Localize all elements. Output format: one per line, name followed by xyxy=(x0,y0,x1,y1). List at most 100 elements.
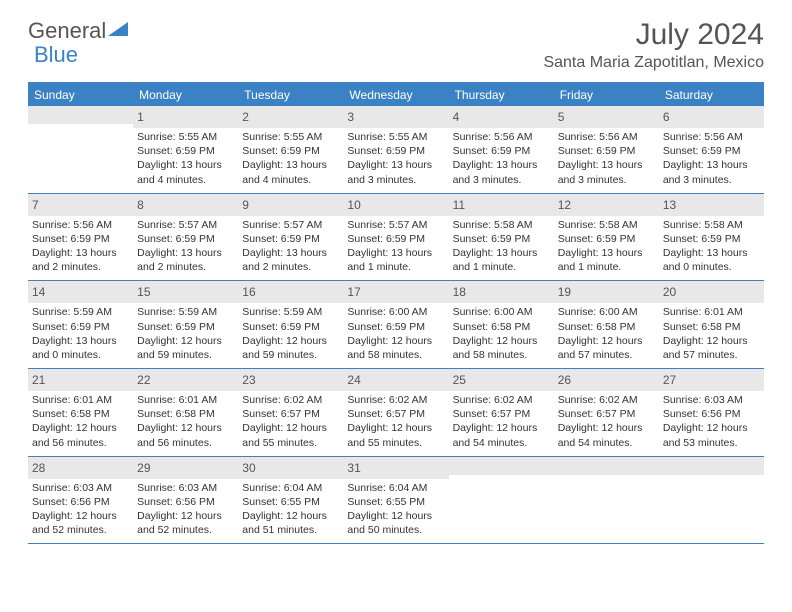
day-number: 11 xyxy=(453,198,465,212)
day-text: Sunrise: 5:57 AMSunset: 6:59 PMDaylight:… xyxy=(242,218,339,275)
day-cell: 7 Sunrise: 5:56 AMSunset: 6:59 PMDaylight… xyxy=(28,194,133,281)
day-number: 4 xyxy=(453,110,460,124)
daynum-row: 25 xyxy=(449,369,554,391)
day-cell: 5 Sunrise: 5:56 AMSunset: 6:59 PMDaylight… xyxy=(554,106,659,193)
daynum-row: 13 xyxy=(659,194,764,216)
daynum-row: 15 xyxy=(133,281,238,303)
daynum-row: 2 xyxy=(238,106,343,128)
week-row: 21Sunrise: 6:01 AMSunset: 6:58 PMDayligh… xyxy=(28,369,764,457)
day-text: Sunrise: 5:55 AMSunset: 6:59 PMDaylight:… xyxy=(347,130,444,187)
day-cell xyxy=(28,106,133,193)
day-cell: 13Sunrise: 5:58 AMSunset: 6:59 PMDayligh… xyxy=(659,194,764,281)
day-cell: 28Sunrise: 6:03 AMSunset: 6:56 PMDayligh… xyxy=(28,457,133,544)
logo-text-2-wrap: Blue xyxy=(34,42,78,68)
daynum-row: 20 xyxy=(659,281,764,303)
daynum-row: 6 xyxy=(659,106,764,128)
daynum-row: 11 xyxy=(449,194,554,216)
day-number: 16 xyxy=(242,285,255,299)
daynum-row xyxy=(449,457,554,475)
day-cell: 22Sunrise: 6:01 AMSunset: 6:58 PMDayligh… xyxy=(133,369,238,456)
day-text: Sunrise: 6:03 AMSunset: 6:56 PMDaylight:… xyxy=(137,481,234,538)
day-number: 10 xyxy=(347,198,360,212)
dow-tue: Tuesday xyxy=(238,84,343,106)
day-cell: 15Sunrise: 5:59 AMSunset: 6:59 PMDayligh… xyxy=(133,281,238,368)
day-text: Sunrise: 6:02 AMSunset: 6:57 PMDaylight:… xyxy=(453,393,550,450)
day-number: 12 xyxy=(558,198,571,212)
day-number: 1 xyxy=(137,110,144,124)
day-text: Sunrise: 6:01 AMSunset: 6:58 PMDaylight:… xyxy=(663,305,760,362)
day-text: Sunrise: 6:01 AMSunset: 6:58 PMDaylight:… xyxy=(32,393,129,450)
day-cell: 20 Sunrise: 6:01 AMSunset: 6:58 PMDayligh… xyxy=(659,281,764,368)
daynum-row: 31 xyxy=(343,457,448,479)
daynum-row: 12 xyxy=(554,194,659,216)
daynum-row: 28 xyxy=(28,457,133,479)
dow-sun: Sunday xyxy=(28,84,133,106)
daynum-row: 22 xyxy=(133,369,238,391)
daynum-row: 19 xyxy=(554,281,659,303)
day-text: Sunrise: 5:57 AMSunset: 6:59 PMDaylight:… xyxy=(347,218,444,275)
day-cell: 14Sunrise: 5:59 AMSunset: 6:59 PMDayligh… xyxy=(28,281,133,368)
daynum-row: 5 xyxy=(554,106,659,128)
daynum-row: 1 xyxy=(133,106,238,128)
day-cell: 4 Sunrise: 5:56 AMSunset: 6:59 PMDaylight… xyxy=(449,106,554,193)
day-text: Sunrise: 6:00 AMSunset: 6:59 PMDaylight:… xyxy=(347,305,444,362)
day-text: Sunrise: 5:58 AMSunset: 6:59 PMDaylight:… xyxy=(558,218,655,275)
daynum-row: 4 xyxy=(449,106,554,128)
day-number: 3 xyxy=(347,110,354,124)
day-text: Sunrise: 5:59 AMSunset: 6:59 PMDaylight:… xyxy=(242,305,339,362)
day-text: Sunrise: 6:00 AMSunset: 6:58 PMDaylight:… xyxy=(558,305,655,362)
dow-fri: Friday xyxy=(554,84,659,106)
day-text: Sunrise: 6:04 AMSunset: 6:55 PMDaylight:… xyxy=(242,481,339,538)
daynum-row: 8 xyxy=(133,194,238,216)
dow-row: Sunday Monday Tuesday Wednesday Thursday… xyxy=(28,84,764,106)
day-number: 7 xyxy=(32,198,39,212)
day-number: 23 xyxy=(242,373,255,387)
day-number: 18 xyxy=(453,285,466,299)
daynum-row: 21 xyxy=(28,369,133,391)
day-number: 19 xyxy=(558,285,571,299)
day-number: 2 xyxy=(242,110,249,124)
day-cell: 27Sunrise: 6:03 AMSunset: 6:56 PMDayligh… xyxy=(659,369,764,456)
day-text: Sunrise: 6:03 AMSunset: 6:56 PMDaylight:… xyxy=(32,481,129,538)
day-cell: 29 Sunrise: 6:03 AMSunset: 6:56 PMDayligh… xyxy=(133,457,238,544)
day-text: Sunrise: 5:55 AMSunset: 6:59 PMDaylight:… xyxy=(137,130,234,187)
day-cell xyxy=(659,457,764,544)
day-cell: 31 Sunrise: 6:04 AMSunset: 6:55 PMDayligh… xyxy=(343,457,448,544)
day-cell: 9Sunrise: 5:57 AMSunset: 6:59 PMDaylight… xyxy=(238,194,343,281)
daynum-row: 16 xyxy=(238,281,343,303)
day-number: 25 xyxy=(453,373,466,387)
dow-wed: Wednesday xyxy=(343,84,448,106)
day-number: 26 xyxy=(558,373,571,387)
day-cell: 2 Sunrise: 5:55 AMSunset: 6:59 PMDaylight… xyxy=(238,106,343,193)
daynum-row: 18 xyxy=(449,281,554,303)
day-text: Sunrise: 5:55 AMSunset: 6:59 PMDaylight:… xyxy=(242,130,339,187)
day-number: 24 xyxy=(347,373,360,387)
title-block: July 2024 Santa Maria Zapotitlan, Mexico xyxy=(543,18,764,72)
day-number: 6 xyxy=(663,110,670,124)
day-cell xyxy=(554,457,659,544)
day-number: 20 xyxy=(663,285,676,299)
day-text: Sunrise: 5:56 AMSunset: 6:59 PMDaylight:… xyxy=(32,218,129,275)
day-cell: 11 Sunrise: 5:58 AMSunset: 6:59 PMDayligh… xyxy=(449,194,554,281)
day-text: Sunrise: 5:56 AMSunset: 6:59 PMDaylight:… xyxy=(453,130,550,187)
day-text: Sunrise: 5:56 AMSunset: 6:59 PMDaylight:… xyxy=(558,130,655,187)
day-number: 29 xyxy=(137,461,150,475)
day-text: Sunrise: 6:02 AMSunset: 6:57 PMDaylight:… xyxy=(242,393,339,450)
day-cell: 17Sunrise: 6:00 AMSunset: 6:59 PMDayligh… xyxy=(343,281,448,368)
daynum-row: 14 xyxy=(28,281,133,303)
day-number: 31 xyxy=(347,461,360,475)
day-cell: 8Sunrise: 5:57 AMSunset: 6:59 PMDaylight… xyxy=(133,194,238,281)
daynum-row: 9 xyxy=(238,194,343,216)
day-text: Sunrise: 5:58 AMSunset: 6:59 PMDaylight:… xyxy=(453,218,550,275)
day-number: 5 xyxy=(558,110,565,124)
logo-text-1: General xyxy=(28,18,106,44)
day-cell: 19 Sunrise: 6:00 AMSunset: 6:58 PMDayligh… xyxy=(554,281,659,368)
week-row: 14 Sunrise: 5:59 AMSunset: 6:59 PMDayligh… xyxy=(28,281,764,369)
day-number: 15 xyxy=(137,285,150,299)
day-text: Sunrise: 6:00 AMSunset: 6:58 PMDaylight:… xyxy=(453,305,550,362)
day-text: Sunrise: 6:02 AMSunset: 6:57 PMDaylight:… xyxy=(558,393,655,450)
day-cell: 21Sunrise: 6:01 AMSunset: 6:58 PMDayligh… xyxy=(28,369,133,456)
day-text: Sunrise: 6:04 AMSunset: 6:55 PMDaylight:… xyxy=(347,481,444,538)
day-cell: 25 Sunrise: 6:02 AMSunset: 6:57 PMDayligh… xyxy=(449,369,554,456)
day-number: 27 xyxy=(663,373,676,387)
